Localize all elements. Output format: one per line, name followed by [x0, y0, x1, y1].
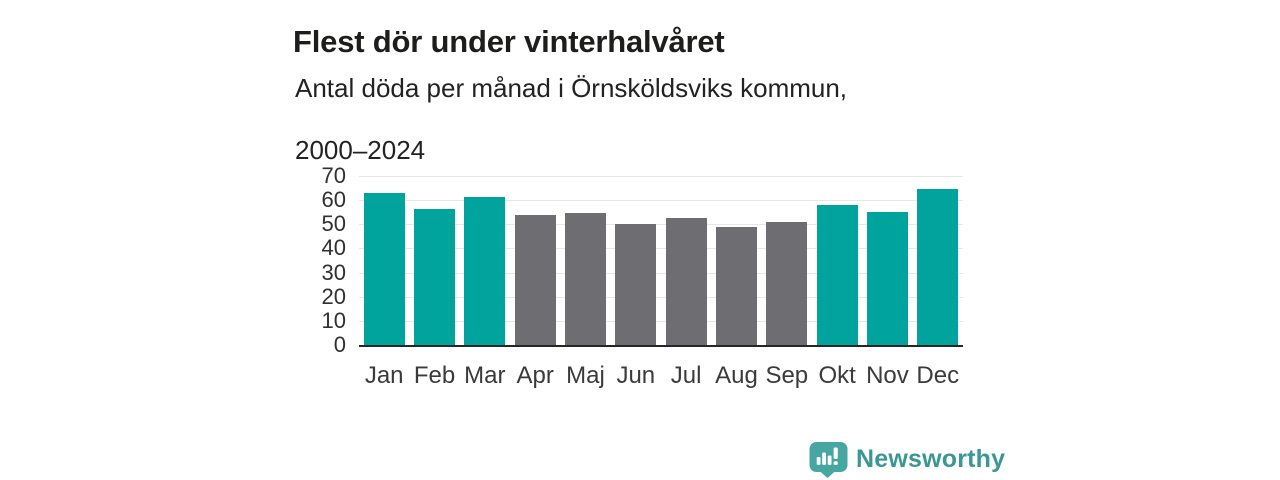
chart-title: Flest dör under vinterhalvåret	[293, 23, 725, 59]
x-tick-label-okt: Okt	[818, 362, 856, 389]
y-tick-label-70: 70	[321, 163, 346, 188]
x-tick-label-dec: Dec	[916, 362, 960, 389]
x-axis-line	[359, 345, 963, 347]
x-tick-label-apr: Apr	[516, 362, 554, 389]
x-tick-label-aug: Aug	[715, 362, 758, 389]
y-tick-label-30: 30	[321, 259, 346, 285]
x-tick-label-mar: Mar	[464, 362, 506, 389]
y-tick-label-60: 60	[321, 187, 346, 213]
x-tick-label-maj: Maj	[566, 362, 605, 389]
x-tick-label-sep: Sep	[765, 362, 809, 389]
bar-jun	[615, 223, 657, 345]
bar-slot-jul	[661, 176, 711, 345]
gridline-70	[359, 176, 963, 177]
x-tick-label-jan: Jan	[364, 362, 404, 389]
bar-mar	[464, 196, 506, 345]
y-tick-label-0: 0	[333, 332, 346, 357]
bar-slot-apr	[510, 176, 560, 345]
bar-slot-nov	[862, 176, 912, 345]
bar-jan	[363, 192, 405, 345]
bar-slot-feb	[409, 176, 459, 345]
chart-subtitle-line2: 2000–2024	[295, 135, 426, 165]
chart-subtitle: Antal döda per månad i Örnsköldsviks kom…	[295, 73, 847, 166]
bar-okt	[816, 205, 858, 345]
x-tick-label-feb: Feb	[413, 362, 456, 389]
gridline-40	[359, 248, 963, 250]
bar-slot-jan	[359, 176, 409, 345]
x-tick-label-jul: Jul	[670, 362, 702, 389]
gridline-10	[359, 320, 963, 322]
bars-row	[359, 176, 963, 345]
gridline-20	[359, 296, 963, 298]
bar-aug	[715, 226, 757, 345]
y-axis-tick-labels: 0 10 20 30 40 50 60 70	[280, 0, 346, 480]
bar-slot-aug	[711, 176, 761, 345]
bar-slot-mar	[460, 176, 510, 345]
bar-dec	[917, 188, 959, 345]
newsworthy-wordmark: Newsworthy	[856, 445, 1006, 473]
bar-jul	[665, 218, 707, 345]
bar-slot-jun	[611, 176, 661, 345]
y-tick-label-40: 40	[321, 235, 346, 261]
newsworthy-speech-bubble-bar-chart-icon	[809, 442, 848, 478]
x-axis-tick-labels: Jan Feb Mar Apr Maj Jun Jul Aug Sep Okt Nov Dec	[359, 362, 963, 390]
plot-area	[359, 176, 963, 345]
chart-subtitle-line1: Antal döda per månad i Örnsköldsviks kom…	[295, 73, 848, 103]
bar-maj	[564, 212, 606, 345]
bar-apr	[514, 214, 556, 345]
x-tick-label-nov: Nov	[866, 362, 909, 389]
y-tick-label-10: 10	[321, 307, 346, 333]
bar-slot-okt	[812, 176, 862, 345]
y-tick-label-50: 50	[321, 211, 346, 237]
gridline-60	[359, 200, 963, 202]
bar-nov	[866, 211, 908, 345]
gridline-50	[359, 224, 963, 226]
y-tick-label-20: 20	[321, 283, 346, 309]
bar-slot-maj	[560, 176, 610, 345]
bar-slot-sep	[762, 176, 812, 345]
bar-feb	[413, 208, 455, 345]
newsworthy-logo: Newsworthy	[808, 441, 1005, 478]
bar-slot-dec	[913, 176, 963, 345]
x-tick-label-jun: Jun	[616, 362, 656, 389]
bar-sep	[766, 222, 808, 345]
gridline-30	[359, 272, 963, 274]
